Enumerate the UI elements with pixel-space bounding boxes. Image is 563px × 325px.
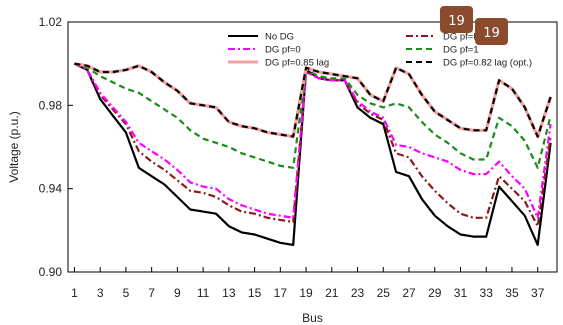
x-tick-label: 29 — [428, 286, 442, 300]
x-tick-label: 15 — [248, 286, 262, 300]
x-tick-label: 3 — [97, 286, 104, 300]
x-tick-label: 5 — [123, 286, 130, 300]
y-tick-label: 1.02 — [39, 15, 63, 29]
x-tick-label: 7 — [148, 286, 155, 300]
x-tick-label: 25 — [377, 286, 391, 300]
legend-label-5: DG pf=0.82 lag (opt.) — [443, 58, 532, 69]
overlay-badge-text: 19 — [483, 26, 500, 41]
legend-label-1: DG pf=lead — [443, 32, 491, 43]
x-tick-label: 19 — [299, 286, 313, 300]
x-axis-title: Bus — [302, 311, 323, 325]
x-tick-label: 31 — [454, 286, 468, 300]
x-tick-label: 13 — [222, 286, 236, 300]
y-tick-label: 0.98 — [39, 98, 63, 112]
x-tick-label: 9 — [174, 286, 181, 300]
overlay-badge-text: 19 — [448, 14, 465, 29]
overlay-badge — [475, 18, 508, 45]
x-tick-label: 33 — [480, 286, 494, 300]
x-tick-label: 11 — [197, 286, 210, 300]
y-tick-label: 0.94 — [39, 182, 63, 196]
series-line-5 — [74, 62, 552, 138]
legend-label-4: DG pf=0.85 lag — [265, 58, 329, 69]
overlay-badge — [440, 6, 473, 33]
series-layer — [73, 62, 553, 246]
legend: No DG DG pf=lead DG pf=0 DG pf=1 DG pf=0.85 … — [228, 32, 532, 69]
x-tick-label: 1 — [71, 286, 78, 300]
x-tick-label: 21 — [325, 286, 339, 300]
series-line-3 — [74, 62, 552, 169]
y-axis-title: Voltage (p.u.) — [7, 111, 21, 182]
x-tick-label: 17 — [274, 286, 288, 300]
x-tick-label: 37 — [531, 286, 545, 300]
legend-label-3: DG pf=1 — [443, 45, 479, 56]
legend-label-0: No DG — [265, 32, 294, 43]
x-tick-label: 23 — [351, 286, 365, 300]
x-tick-label: 35 — [505, 286, 519, 300]
plot-frame — [67, 21, 558, 273]
x-tick-label: 27 — [402, 286, 416, 300]
series-line-2 — [73, 62, 552, 219]
y-tick-label: 0.90 — [39, 265, 63, 279]
series-line-1 — [73, 62, 552, 228]
axis-layer: 0.900.940.981.021 3 5 7 9 11 13 15 17 19 21 23 25 27 2… — [39, 15, 545, 300]
legend-label-2: DG pf=0 — [265, 45, 301, 56]
